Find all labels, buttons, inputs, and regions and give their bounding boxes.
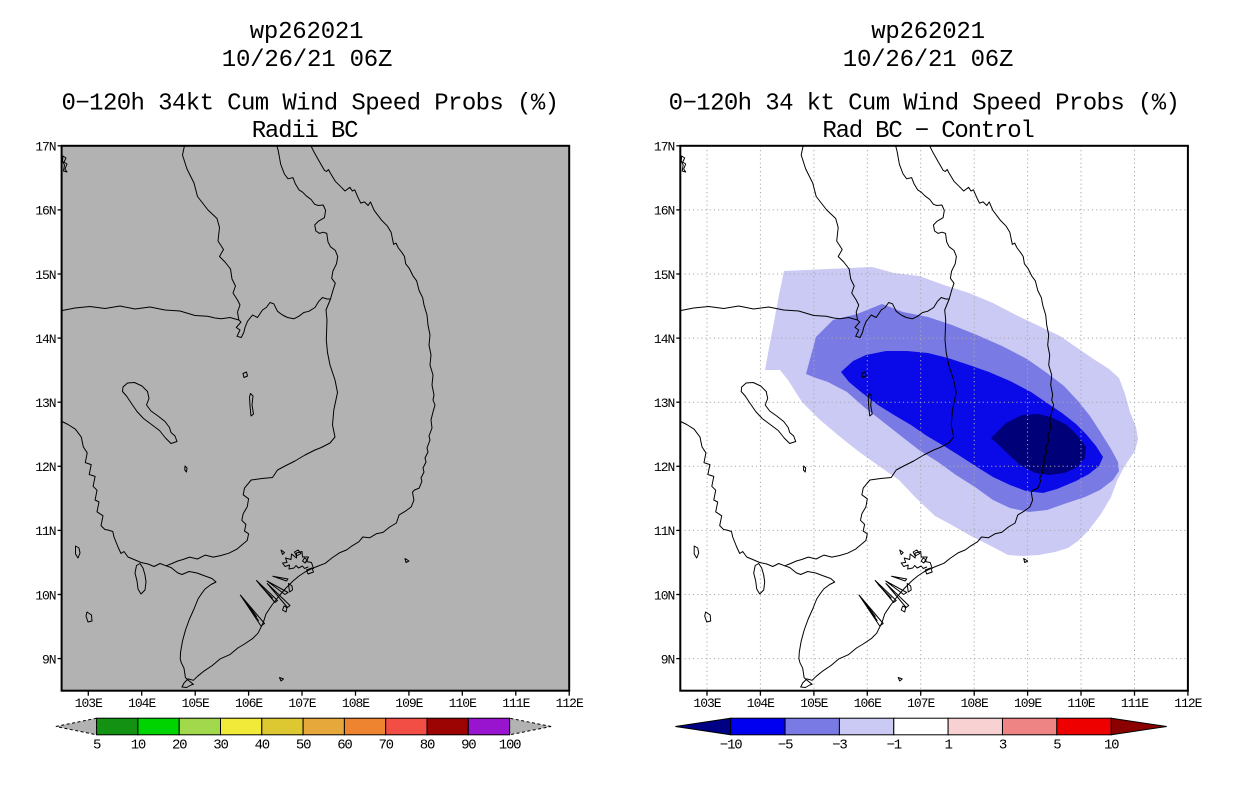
svg-text:111E: 111E bbox=[502, 696, 530, 711]
svg-text:10/26/21 06Z: 10/26/21 06Z bbox=[843, 47, 1013, 74]
svg-text:Radii BC: Radii BC bbox=[252, 118, 358, 145]
svg-text:5: 5 bbox=[1053, 738, 1061, 754]
svg-text:50: 50 bbox=[296, 738, 311, 754]
svg-text:−1: −1 bbox=[887, 738, 902, 754]
svg-text:10N: 10N bbox=[35, 588, 56, 603]
svg-text:112E: 112E bbox=[556, 696, 584, 711]
svg-text:−3: −3 bbox=[832, 738, 847, 754]
svg-text:106E: 106E bbox=[235, 696, 263, 711]
svg-text:9N: 9N bbox=[661, 652, 675, 667]
svg-text:20: 20 bbox=[172, 738, 187, 754]
svg-text:109E: 109E bbox=[1014, 696, 1042, 711]
svg-text:12N: 12N bbox=[654, 460, 675, 475]
svg-text:112E: 112E bbox=[1174, 696, 1202, 711]
svg-text:10: 10 bbox=[131, 738, 146, 754]
svg-text:0−120h 34kt Cum Wind Speed Pro: 0−120h 34kt Cum Wind Speed Probs (%) bbox=[62, 91, 559, 118]
svg-text:60: 60 bbox=[337, 738, 352, 754]
svg-text:1: 1 bbox=[944, 738, 952, 754]
svg-text:14N: 14N bbox=[35, 332, 56, 347]
svg-text:104E: 104E bbox=[128, 696, 156, 711]
svg-text:105E: 105E bbox=[182, 696, 210, 711]
svg-text:111E: 111E bbox=[1121, 696, 1149, 711]
svg-text:5: 5 bbox=[93, 738, 101, 754]
svg-text:109E: 109E bbox=[395, 696, 423, 711]
svg-text:15N: 15N bbox=[654, 268, 675, 283]
svg-text:wp262021: wp262021 bbox=[871, 19, 985, 46]
svg-text:107E: 107E bbox=[907, 696, 935, 711]
svg-text:14N: 14N bbox=[654, 332, 675, 347]
svg-text:16N: 16N bbox=[654, 204, 675, 219]
svg-text:17N: 17N bbox=[35, 140, 56, 155]
svg-text:90: 90 bbox=[461, 738, 476, 754]
svg-text:10N: 10N bbox=[654, 588, 675, 603]
svg-text:30: 30 bbox=[213, 738, 228, 754]
svg-text:108E: 108E bbox=[961, 696, 989, 711]
svg-text:10/26/21 06Z: 10/26/21 06Z bbox=[222, 47, 392, 74]
svg-text:3: 3 bbox=[999, 738, 1007, 754]
svg-text:80: 80 bbox=[420, 738, 435, 754]
svg-text:11N: 11N bbox=[35, 524, 56, 539]
svg-text:10: 10 bbox=[1104, 738, 1119, 754]
svg-text:107E: 107E bbox=[288, 696, 316, 711]
svg-text:105E: 105E bbox=[800, 696, 828, 711]
svg-text:wp262021: wp262021 bbox=[250, 19, 364, 46]
svg-text:110E: 110E bbox=[1067, 696, 1095, 711]
svg-text:Rad BC − Control: Rad BC − Control bbox=[822, 118, 1034, 145]
svg-text:104E: 104E bbox=[747, 696, 775, 711]
svg-text:0−120h 34 kt Cum Wind Speed Pr: 0−120h 34 kt Cum Wind Speed Probs (%) bbox=[669, 91, 1180, 118]
svg-text:103E: 103E bbox=[693, 696, 721, 711]
svg-text:40: 40 bbox=[255, 738, 270, 754]
svg-text:13N: 13N bbox=[35, 396, 56, 411]
svg-text:106E: 106E bbox=[854, 696, 882, 711]
svg-text:103E: 103E bbox=[75, 696, 103, 711]
svg-text:12N: 12N bbox=[35, 460, 56, 475]
svg-text:−5: −5 bbox=[778, 738, 793, 754]
svg-text:13N: 13N bbox=[654, 396, 675, 411]
svg-text:15N: 15N bbox=[35, 268, 56, 283]
svg-text:100: 100 bbox=[499, 738, 521, 754]
svg-text:11N: 11N bbox=[654, 524, 675, 539]
svg-text:−10: −10 bbox=[720, 738, 742, 754]
svg-text:70: 70 bbox=[378, 738, 393, 754]
svg-text:110E: 110E bbox=[449, 696, 477, 711]
svg-text:16N: 16N bbox=[35, 204, 56, 219]
svg-text:9N: 9N bbox=[42, 652, 56, 667]
svg-text:17N: 17N bbox=[654, 140, 675, 155]
svg-text:108E: 108E bbox=[342, 696, 370, 711]
